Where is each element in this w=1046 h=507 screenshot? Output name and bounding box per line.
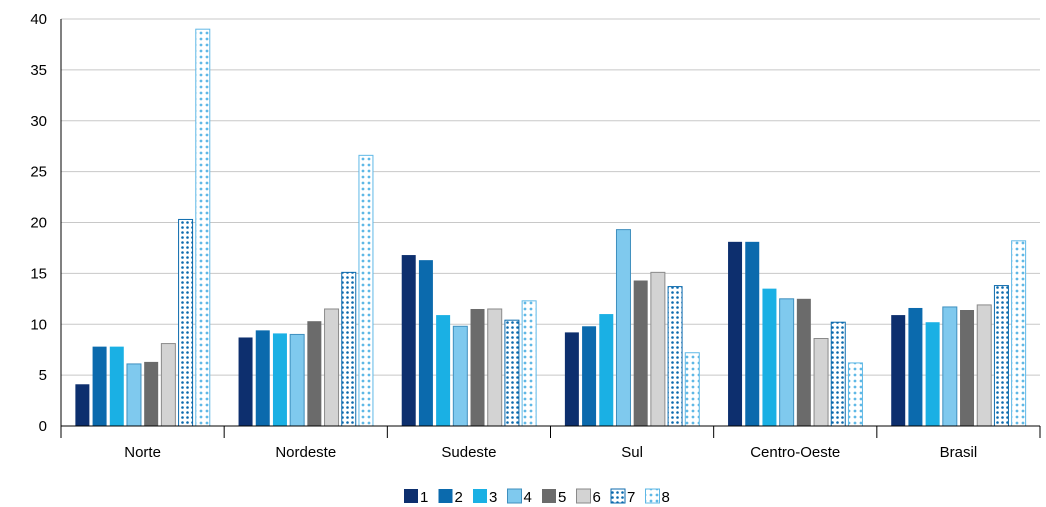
bar-centro-oeste-series-2 [745,241,760,426]
bar-norte-series-4 [126,363,142,427]
bar-norte-series-2 [92,346,107,426]
legend-label: 7 [627,489,635,506]
bars [75,28,1027,427]
category-label: Sudeste [441,444,496,461]
legend-swatch-5 [542,489,556,503]
legend-label: 4 [524,489,532,506]
bar-brasil-series-8 [1011,240,1027,427]
y-tick-label: 0 [39,418,47,435]
bar-norte-series-6 [160,343,176,427]
bar-nordeste-series-1 [238,337,253,426]
legend-swatch-3 [473,489,487,503]
legend-label: 6 [593,489,601,506]
bar-sudeste-series-5 [470,308,485,426]
bar-norte-series-5 [144,361,159,426]
y-tick-label: 30 [30,113,47,130]
bar-sul-series-7 [667,286,683,427]
bar-norte-series-1 [75,384,90,426]
legend-swatch-2 [438,489,453,503]
bar-brasil-series-7 [993,285,1009,427]
bar-sul-series-2 [582,326,597,426]
legend-label: 5 [558,489,566,506]
y-tick-label: 25 [30,164,47,181]
legend-swatch-8 [645,488,660,504]
bar-sudeste-series-4 [452,325,468,427]
bar-sul-series-8 [684,352,700,427]
bar-nordeste-series-7 [341,271,357,427]
y-tick-label: 35 [30,62,47,79]
category-label: Nordeste [275,444,336,461]
bar-norte-series-8 [195,28,211,427]
bar-nordeste-series-6 [324,308,340,427]
bar-sudeste-series-6 [487,308,503,427]
legend-swatch-6 [576,488,591,504]
y-tick-label: 5 [39,367,47,384]
bar-brasil-series-6 [976,304,992,427]
bar-nordeste-series-5 [307,321,322,426]
bar-norte-series-3 [109,346,124,426]
bar-centro-oeste-series-5 [796,298,811,426]
legend-label: 1 [420,489,428,506]
bar-sudeste-series-3 [436,315,451,426]
bar-nordeste-series-3 [272,333,287,426]
bar-nordeste-series-2 [255,330,270,426]
bar-sul-series-4 [615,229,631,427]
bar-centro-oeste-series-3 [762,288,777,426]
bar-sudeste-series-7 [504,319,520,427]
bar-centro-oeste-series-8 [847,362,863,427]
bar-centro-oeste-series-4 [779,298,795,427]
bar-sul-series-5 [633,280,648,426]
y-tick-label: 20 [30,215,47,232]
y-tick-label: 10 [30,316,47,333]
bar-centro-oeste-series-1 [728,241,743,426]
bar-nordeste-series-4 [289,333,305,427]
bar-brasil-series-3 [925,322,940,426]
y-tick-label: 15 [30,265,47,282]
bar-sul-series-3 [599,314,614,426]
bar-brasil-series-5 [960,310,975,426]
y-tick-label: 40 [30,11,47,28]
legend-swatch-4 [507,488,522,504]
legend-label: 8 [662,489,670,506]
category-label: Centro-Oeste [750,444,840,461]
category-label: Brasil [940,444,978,461]
legend: 1 2 3 4 5 6 7 8 [404,488,670,506]
legend-label: 2 [455,489,463,506]
bar-sul-series-6 [650,271,666,427]
bar-brasil-series-4 [942,306,958,427]
legend-swatch-7 [610,488,626,504]
y-axis: 0 5 10 15 20 25 30 35 40 [30,11,62,435]
gridlines [61,18,1040,376]
bar-brasil-series-2 [908,307,923,426]
legend-swatch-1 [404,489,418,503]
bar-sul-series-1 [564,332,579,426]
bar-sudeste-series-2 [418,260,433,426]
category-label: Sul [621,444,643,461]
bar-sudeste-series-8 [521,300,537,427]
bar-brasil-series-1 [891,315,906,426]
bar-nordeste-series-8 [358,154,374,427]
category-label: Norte [124,444,161,461]
bar-centro-oeste-series-6 [813,338,829,427]
bar-sudeste-series-1 [401,255,416,426]
legend-label: 3 [489,489,497,506]
bar-centro-oeste-series-7 [830,321,846,427]
bar-norte-series-7 [178,218,194,427]
x-axis: Norte Nordeste Sudeste Sul Centro-Oeste Brasi… [60,425,1041,461]
